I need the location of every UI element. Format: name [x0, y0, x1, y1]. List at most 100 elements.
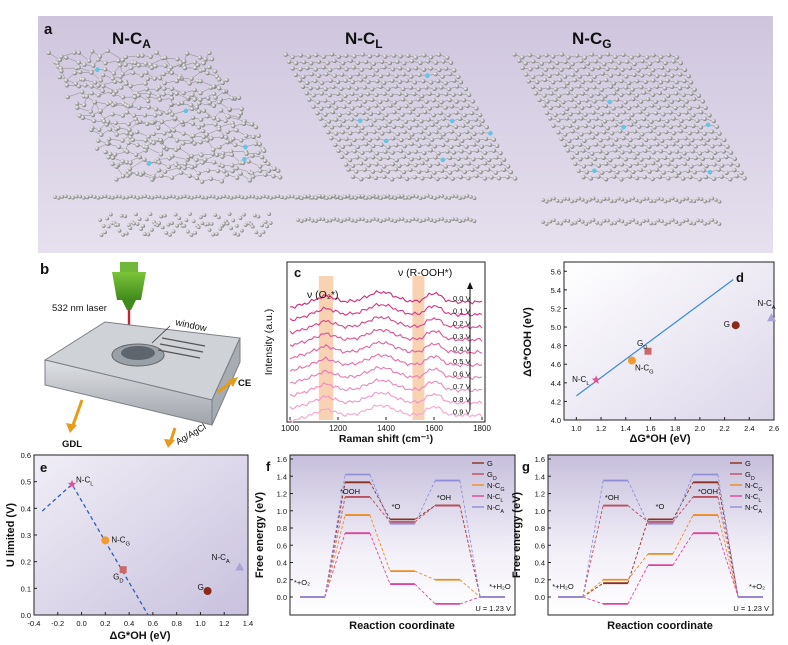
carbon-atom — [305, 80, 310, 86]
carbon-atom — [92, 80, 98, 85]
carbon-atom — [340, 129, 345, 135]
carbon-atom — [390, 150, 395, 155]
carbon-atom — [145, 76, 150, 82]
carbon-atom — [433, 155, 438, 160]
energy-connector — [717, 482, 739, 598]
carbon-atom — [152, 76, 157, 81]
carbon-atom — [598, 138, 603, 143]
carbon-atom — [600, 71, 605, 76]
side-atom — [667, 220, 671, 225]
carbon-atom — [126, 140, 131, 146]
y-tick-label: 1.4 — [535, 472, 545, 481]
carbon-atom — [453, 124, 459, 129]
side-atom — [555, 221, 560, 225]
side-atom — [153, 194, 158, 199]
gdl-arrow — [70, 399, 84, 429]
side-atom — [265, 224, 269, 229]
carbon-atom — [662, 72, 667, 78]
side-atom — [231, 218, 236, 223]
side-atom — [422, 218, 426, 223]
carbon-atom — [322, 123, 327, 128]
side-atom — [342, 217, 347, 222]
carbon-atom — [244, 151, 249, 156]
carbon-atom — [371, 61, 376, 67]
side-atom — [562, 196, 567, 201]
legend-label: GD — [487, 470, 497, 482]
side-atom — [254, 230, 259, 235]
carbon-atom — [669, 73, 675, 78]
y-tick-label: 0.6 — [277, 541, 287, 550]
carbon-atom — [639, 157, 644, 162]
carbon-atom — [374, 151, 380, 156]
carbon-atom — [419, 104, 424, 109]
side-atom — [587, 219, 592, 224]
carbon-atom — [676, 97, 681, 102]
carbon-atom — [293, 60, 299, 66]
carbon-atom — [445, 149, 450, 154]
side-atom — [164, 195, 169, 200]
carbon-atom — [454, 99, 459, 104]
chart-d-ylabel: ΔG*OOH (eV) — [522, 307, 534, 377]
carbon-atom — [456, 132, 462, 137]
side-atom — [321, 194, 326, 199]
side-atom — [107, 195, 111, 200]
carbon-atom — [345, 125, 350, 130]
carbon-atom — [469, 124, 474, 130]
carbon-atom — [127, 127, 132, 132]
carbon-atom — [394, 142, 399, 148]
energy-connector — [582, 505, 604, 598]
carbon-atom — [646, 155, 652, 160]
carbon-atom — [367, 137, 372, 143]
carbon-atom — [703, 105, 708, 110]
carbon-atom — [146, 105, 151, 110]
y-tick-label: 4.0 — [551, 416, 561, 425]
side-atom — [360, 194, 365, 199]
bond — [79, 114, 93, 116]
carbon-atom — [376, 125, 382, 130]
side-atom — [89, 194, 93, 199]
carbon-atom — [674, 138, 680, 143]
carbon-atom — [609, 59, 614, 64]
carbon-atom — [108, 89, 114, 94]
carbon-atom — [621, 110, 626, 115]
state-label: *OH — [605, 493, 619, 502]
carbon-atom — [148, 54, 153, 59]
carbon-atom — [602, 61, 607, 67]
side-atom — [182, 223, 187, 228]
side-atom — [126, 223, 131, 228]
carbon-atom — [158, 111, 163, 116]
nitrogen-atom — [707, 169, 713, 175]
carbon-atom — [89, 70, 94, 75]
carbon-atom — [360, 125, 365, 131]
ref-label: Ag/AgCl — [174, 422, 208, 447]
carbon-atom — [277, 175, 283, 180]
carbon-atom — [484, 124, 489, 130]
carbon-atom — [188, 103, 194, 108]
carbon-atom — [336, 54, 341, 60]
side-atom — [569, 221, 574, 226]
carbon-atom — [409, 141, 414, 147]
carbon-atom — [106, 155, 111, 160]
carbon-atom — [550, 79, 556, 85]
side-atom — [393, 219, 398, 224]
carbon-atom — [220, 163, 225, 169]
carbon-atom — [603, 103, 609, 109]
point-label-sub: A — [226, 559, 230, 565]
carbon-atom — [319, 106, 324, 111]
side-atom — [562, 218, 567, 223]
carbon-atom — [709, 155, 715, 160]
carbon-atom — [223, 118, 228, 124]
side-atom — [116, 222, 120, 227]
bond — [206, 129, 220, 135]
carbon-atom — [587, 130, 592, 135]
y-tick-label: 4.8 — [551, 342, 561, 351]
carbon-atom — [663, 144, 669, 149]
carbon-atom — [422, 150, 427, 156]
side-atom — [685, 218, 689, 223]
carbon-atom — [348, 74, 353, 80]
carbon-atom — [644, 55, 650, 60]
energy-connector — [717, 474, 739, 598]
side-atom — [580, 197, 585, 202]
carbon-atom — [585, 61, 591, 66]
carbon-atom — [443, 66, 449, 71]
